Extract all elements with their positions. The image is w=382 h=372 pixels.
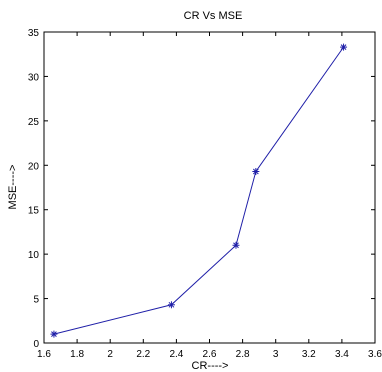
x-tick-label: 2.6 — [203, 349, 217, 360]
x-tick-label: 2.4 — [169, 349, 183, 360]
y-tick-label: 25 — [28, 117, 40, 128]
x-tick-label: 3 — [273, 349, 279, 360]
x-tick-label: 2 — [107, 349, 113, 360]
data-point-star — [340, 43, 348, 51]
x-axis: 1.6 1.8 2 2.2 2.4 2.6 2.8 3 3.2 3.4 3.6 — [37, 32, 382, 360]
y-axis: 0 5 10 15 20 25 30 35 — [28, 28, 375, 350]
data-point-star — [232, 241, 240, 249]
plot-frame — [43, 31, 376, 344]
x-tick-label: 3.6 — [368, 349, 382, 360]
series-layer — [50, 43, 348, 338]
y-tick-label: 5 — [33, 295, 39, 306]
x-tick-label: 3.2 — [302, 349, 316, 360]
y-axis-label: MSE----> — [7, 165, 19, 210]
data-point-star — [252, 168, 260, 176]
y-tick-label: 15 — [28, 206, 40, 217]
x-axis-label: CR----> — [192, 360, 229, 372]
x-tick-label: 1.8 — [70, 349, 84, 360]
x-tick-label: 2.2 — [136, 349, 150, 360]
data-point-star — [167, 301, 175, 309]
y-tick-label: 30 — [28, 72, 40, 83]
chart-title: CR Vs MSE — [184, 10, 243, 22]
y-tick-label: 35 — [28, 28, 40, 39]
x-tick-label: 2.8 — [236, 349, 250, 360]
y-tick-label: 10 — [28, 250, 40, 261]
x-tick-label: 1.6 — [37, 349, 51, 360]
y-tick-label: 20 — [28, 161, 40, 172]
y-tick-label: 0 — [33, 339, 39, 350]
data-point-star — [50, 330, 58, 338]
x-tick-label: 3.4 — [335, 349, 349, 360]
